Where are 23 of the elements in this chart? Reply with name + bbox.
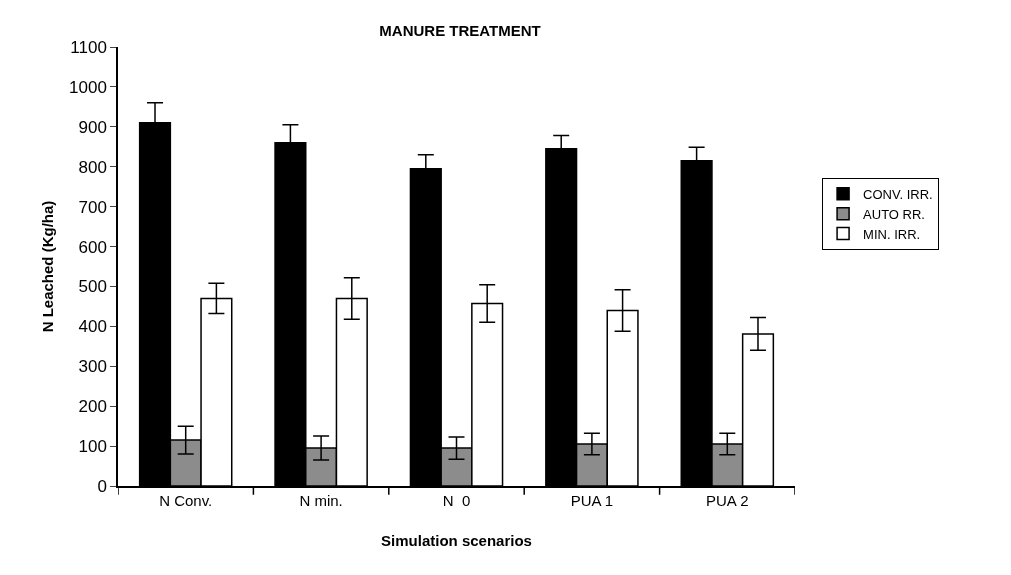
y-tick-label: 300 (78, 357, 107, 377)
y-tick-label: 700 (78, 197, 107, 217)
y-axis-title: N Leached (Kg/ha) (38, 200, 56, 333)
y-tick-label: 900 (78, 117, 107, 137)
x-axis-title: Simulation scenarios (381, 532, 532, 550)
x-tick-label: N Conv. (159, 491, 213, 509)
y-tick-label: 200 (78, 397, 107, 417)
y-tick-label: 500 (78, 277, 107, 297)
y-tick-label: 1100 (70, 37, 107, 57)
legend-label: CONV. IRR. (863, 186, 933, 202)
legend-label: AUTO RR. (863, 206, 925, 222)
y-tick-label: 100 (78, 437, 107, 457)
y-tick-label: 600 (78, 237, 107, 257)
chart-title: MANURE TREATMENT (379, 22, 541, 40)
y-tick-label: 1000 (69, 77, 107, 97)
y-tick-label: 0 (97, 476, 107, 496)
x-tick-label: N 0 (442, 491, 471, 509)
x-tick-label: PUA 1 (570, 491, 614, 509)
y-tick-label: 800 (78, 157, 107, 177)
x-tick-label: PUA 2 (706, 491, 749, 509)
y-tick-label: 400 (78, 317, 107, 337)
legend-label: MIN. IRR. (863, 226, 921, 242)
x-tick-label: N min. (299, 491, 343, 509)
